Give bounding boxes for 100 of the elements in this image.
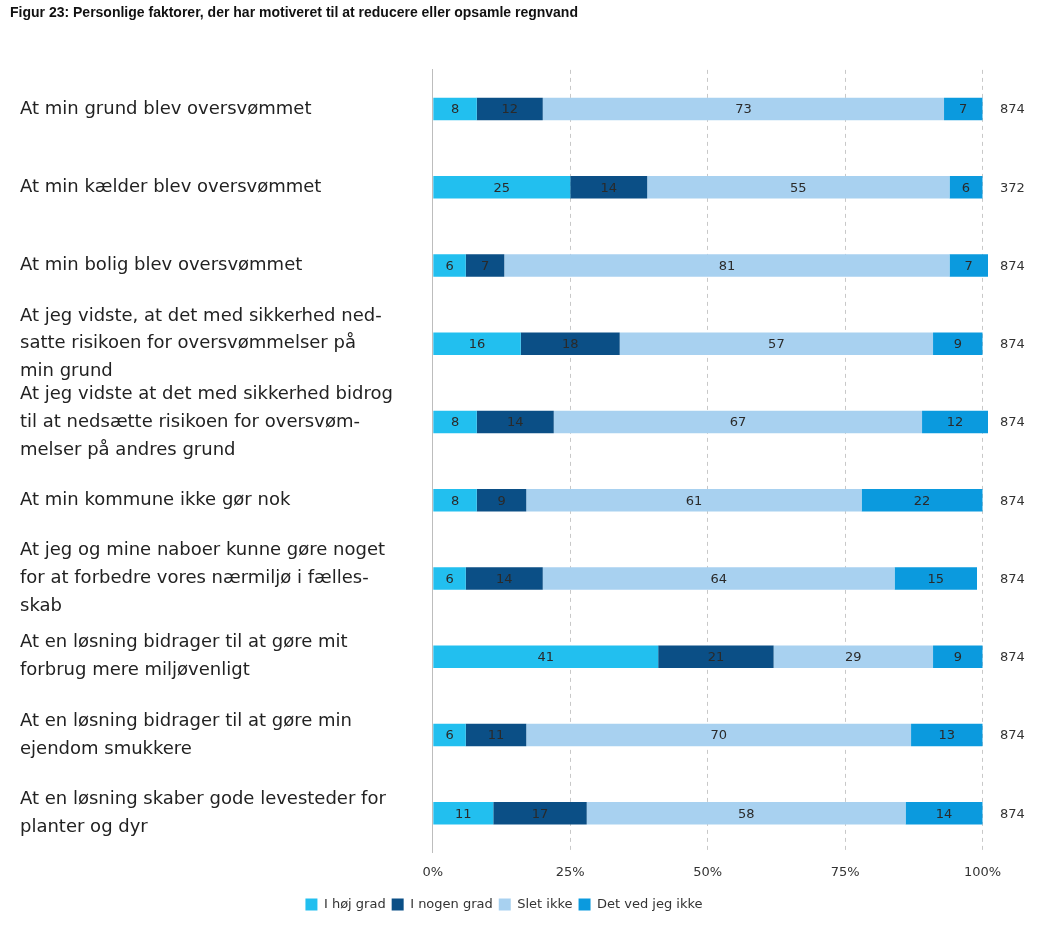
data-label: 7 [964, 257, 973, 273]
bar [476, 410, 554, 434]
bar [944, 97, 983, 121]
data-label: 61 [685, 492, 703, 508]
data-label: 64 [710, 570, 727, 586]
data-label: 9 [953, 649, 962, 665]
data-label: 22 [913, 492, 931, 508]
data-label: 8 [450, 101, 460, 117]
data-label: 11 [455, 805, 472, 821]
data-label: 11 [487, 727, 505, 743]
data-label: 18 [561, 336, 579, 352]
bar [922, 410, 988, 434]
bar [465, 567, 543, 590]
x-tick-label: 100% [963, 863, 1002, 879]
data-label: 67 [729, 414, 747, 430]
data-label: 6 [445, 727, 454, 743]
data-label: 14 [600, 179, 617, 195]
y-tick-label: At en løsning bidrager til at gøre mit forbrug mere miljøvenligt [20, 630, 348, 680]
data-label: 58 [737, 805, 755, 821]
data-label: 57 [768, 336, 785, 352]
y-tick-label: At min grund blev oversvømmet [20, 96, 312, 118]
data-label: 8 [450, 492, 460, 508]
data-label: 9 [953, 336, 962, 352]
data-label: 29 [845, 649, 862, 665]
y-tick-label: At min bolig blev oversvømmet [20, 253, 303, 275]
bar [433, 567, 466, 590]
data-label: 14 [496, 570, 513, 586]
text: 874 [1000, 414, 1025, 430]
data-label: 81 [718, 257, 736, 273]
bar [433, 410, 477, 434]
y-tick-label: At en løsning skaber gode levesteder for planter og dyr [20, 787, 387, 836]
data-label: 70 [710, 727, 727, 743]
text: 874 [1000, 805, 1025, 821]
data-label: 25 [493, 179, 511, 195]
bar [520, 332, 620, 356]
text: 874 [1000, 649, 1025, 665]
text: Figur 23: Personlige faktorer, der har motiveret til at reducere eller opsamle regnvand [9, 3, 579, 22]
y-tick-label: At jeg og mine naboer kunne gøre noget for at forbedre vores nærmiljø i fælles- skab [20, 538, 386, 616]
y-tick-label: At en løsning bidrager til at gøre min ejendom smukkere [20, 708, 353, 758]
bar [619, 332, 934, 356]
bar [433, 332, 521, 356]
data-label: 14 [507, 414, 524, 430]
bar [933, 645, 983, 669]
bar [861, 488, 983, 512]
bar [526, 488, 862, 512]
bar [476, 97, 543, 121]
bar [476, 488, 527, 512]
legend-label: Slet ikke [517, 895, 573, 911]
bar [933, 332, 983, 356]
data-label: 9 [497, 492, 506, 508]
x-tick-label: 0% [422, 863, 444, 879]
bar [433, 645, 659, 669]
data-label: 73 [735, 101, 752, 117]
bar [433, 254, 466, 277]
y-tick-label: At jeg vidste, at det med sikkerhed ned- satte risikoen for oversvømmelser på min grund [20, 303, 382, 381]
text: 874 [1000, 492, 1025, 508]
data-label: 6 [445, 570, 454, 586]
data-label: 12 [946, 414, 964, 430]
bar [465, 254, 505, 277]
bar [553, 410, 923, 434]
legend-label: Det ved jeg ikke [597, 895, 703, 911]
bar [526, 723, 912, 747]
bar [493, 801, 587, 825]
x-tick-label: 25% [555, 863, 585, 879]
bar [465, 723, 527, 747]
bar [570, 175, 648, 199]
data-label: 15 [927, 570, 945, 586]
data-label: 7 [480, 257, 490, 273]
bar [504, 254, 950, 277]
bar [658, 645, 774, 669]
bar [433, 723, 466, 747]
bar [949, 254, 988, 277]
text: 874 [1000, 101, 1025, 117]
legend-label: I høj grad [323, 895, 386, 911]
data-label: 13 [938, 727, 956, 743]
data-label: 6 [445, 257, 454, 273]
bar [905, 801, 983, 825]
y-tick-label: At jeg vidste at det med sikkerhed bidrog til at nedsætte risikoen for oversvøm- melser på andres grund [20, 381, 393, 459]
data-label: 21 [707, 649, 725, 665]
bar [542, 567, 895, 590]
bar [433, 175, 571, 199]
bar [911, 723, 983, 747]
x-tick-label: 50% [693, 863, 723, 879]
text: 874 [1000, 336, 1025, 352]
text: 874 [1000, 570, 1025, 586]
data-label: 41 [537, 649, 555, 665]
legend-label: I nogen grad [410, 895, 493, 911]
data-label: 16 [468, 336, 486, 352]
bar [586, 801, 906, 825]
x-tick-label: 75% [830, 863, 860, 879]
data-label: 14 [935, 805, 953, 821]
data-label: 7 [959, 101, 968, 117]
y-tick-label: At min kommune ikke gør nok [20, 487, 291, 509]
y-tick-label: At min kælder blev oversvømmet [20, 174, 322, 196]
bar [647, 175, 950, 199]
data-label: 55 [790, 179, 807, 195]
bar [433, 488, 477, 512]
data-label: 8 [450, 414, 460, 430]
bar [894, 567, 978, 590]
bar [433, 97, 477, 121]
